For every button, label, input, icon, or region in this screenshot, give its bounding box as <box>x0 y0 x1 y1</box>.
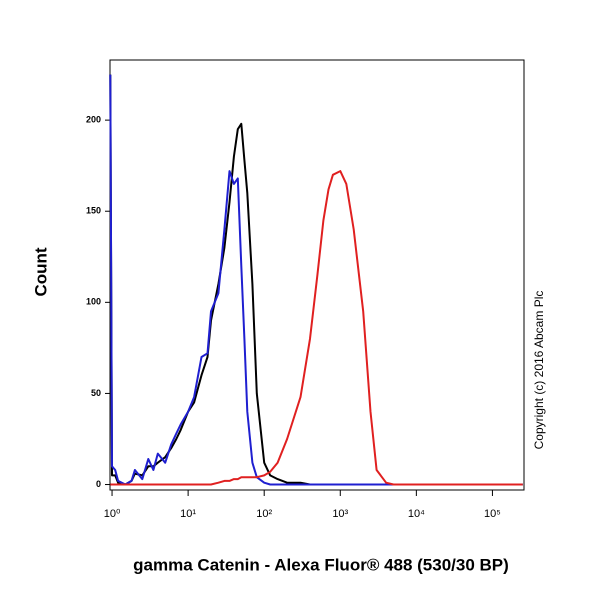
y-tick-label: 200 <box>86 115 101 125</box>
x-tick-label: 10² <box>256 508 272 520</box>
y-tick-label: 50 <box>91 388 101 398</box>
x-tick-label: 10⁴ <box>408 508 425 520</box>
x-tick-label: 10⁰ <box>104 508 121 520</box>
y-axis-title: Count <box>31 247 50 296</box>
copyright: Copyright (c) 2016 Abcam Plc <box>532 291 546 450</box>
x-tick-label: 10¹ <box>180 508 196 520</box>
plot-frame <box>109 59 525 491</box>
y-tick-label: 150 <box>86 206 101 216</box>
histogram-line <box>110 170 523 486</box>
x-tick-label: 10⁵ <box>484 508 501 520</box>
x-axis-title: gamma Catenin - Alexa Fluor® 488 (530/30… <box>133 555 509 574</box>
y-tick-label: 0 <box>96 479 101 489</box>
y-tick-label: 100 <box>86 297 101 307</box>
x-tick-label: 10³ <box>332 508 348 520</box>
histogram-line <box>109 74 523 486</box>
